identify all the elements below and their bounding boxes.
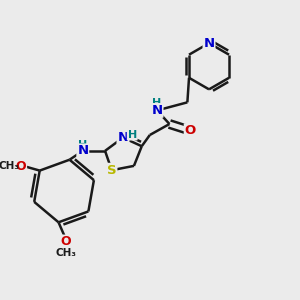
Text: S: S [107, 164, 116, 177]
Text: N: N [203, 37, 214, 50]
Text: O: O [60, 236, 71, 248]
Text: H: H [128, 130, 137, 140]
Text: H: H [152, 98, 162, 108]
Text: CH₃: CH₃ [55, 248, 76, 258]
Text: N: N [152, 104, 163, 117]
Text: O: O [16, 160, 26, 173]
Text: CH₃: CH₃ [0, 161, 20, 171]
Text: N: N [77, 144, 88, 158]
Text: N: N [117, 131, 128, 144]
Text: O: O [184, 124, 196, 137]
Text: H: H [78, 140, 87, 149]
